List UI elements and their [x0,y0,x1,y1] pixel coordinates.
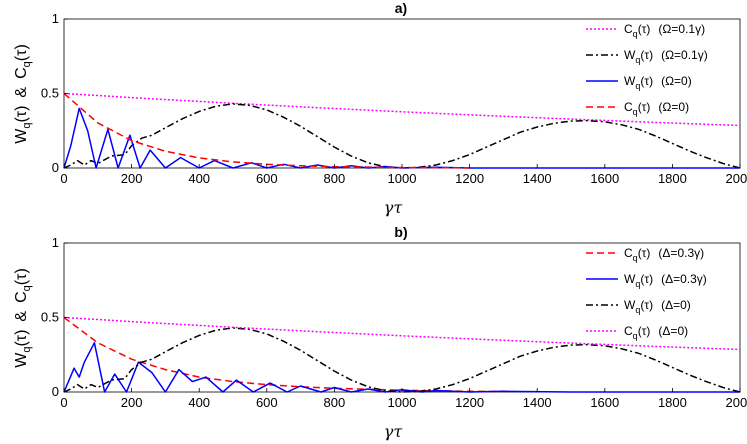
y-tick-label: 0 [52,160,59,175]
y-label-w-sub: q [21,347,33,353]
x-tick-label: 400 [188,395,210,410]
y-tick-label: 1 [52,235,59,250]
series-line [63,316,504,393]
y-label-c: C [13,291,30,303]
x-tick-label: 600 [256,171,278,186]
x-tick-label: 200 [121,171,143,186]
y-axis-label: Wq(τ)&Cq(τ) [13,44,33,144]
series-line [63,92,470,169]
x-tick-label: 200 [121,395,143,410]
panel-b: b) 0 200 400 600 800 1000 1200 1400 1600 1800 200 0… [13,224,747,441]
y-axis-label: Wq(τ)&Cq(τ) [13,268,33,368]
y-tick-label: 0.5 [41,310,59,325]
x-tick-label: 800 [324,395,346,410]
x-tick-label: 600 [256,395,278,410]
y-label-amp: & [13,311,30,322]
legend-label: Cq(τ) (Δ=0) [624,324,688,341]
x-axis-label: γτ [384,198,404,217]
x-tick-label: 1000 [388,395,417,410]
series-line [63,103,741,169]
legend-label: Wq(τ) (Ω=0) [624,74,692,91]
legend-label: Cq(τ) (Ω=0) [624,100,689,117]
series-line [63,107,740,169]
x-tick-label: 1400 [523,171,552,186]
series-line [63,92,741,127]
x-tick-label: 1600 [590,171,619,186]
legend: Cq(τ) (Ω=0.1γ) Wq(τ) (Ω=0.1γ) Wq(τ) (Ω=0) Cq(τ… [586,22,708,117]
y-tick-label: 1 [52,11,59,26]
x-tick-label: 0 [60,171,67,186]
y-label-w: W [13,352,30,368]
y-tick-label: 0.5 [41,86,59,101]
y-label-c-sub: q [21,61,33,67]
legend-label: Wq(τ) (Δ=0.3γ) [624,272,707,289]
x-tick-label: 1800 [658,171,687,186]
y-label-c-arg: (τ) [13,268,30,285]
y-label-c: C [13,67,30,79]
y-label-c-arg: (τ) [13,44,30,61]
series-layer [63,316,741,393]
panel-a: a) 0 200 400 600 800 1000 1200 1400 1600 1800 200 0… [13,0,747,217]
series-line [63,327,741,393]
x-axis-label: γτ [384,422,404,441]
y-label-w-arg: (τ) [13,106,30,123]
y-label-amp: & [13,87,30,98]
y-tick-label: 0 [52,384,59,399]
x-tick-label: 1000 [388,171,417,186]
y-label-w-arg: (τ) [13,330,30,347]
x-tick-label: 1200 [455,395,484,410]
x-tick-label: 1600 [590,395,619,410]
y-label-w-sub: q [21,123,33,129]
legend: Cq(τ) (Δ=0.3γ) Wq(τ) (Δ=0.3γ) Wq(τ) (Δ=0) Cq(τ… [586,246,707,341]
legend-label: Wq(τ) (Ω=0.1γ) [624,48,708,65]
y-label-w: W [13,128,30,144]
y-label-c-sub: q [21,285,33,291]
legend-label: Cq(τ) (Δ=0.3γ) [624,246,704,263]
legend-label: Wq(τ) (Δ=0) [624,298,691,315]
x-tick-label: 1200 [455,171,484,186]
x-tick-label: 800 [324,171,346,186]
x-tick-label: 400 [188,171,210,186]
series-line [63,342,740,393]
x-tick-label: 0 [60,395,67,410]
x-tick-label: 1400 [523,395,552,410]
plot-frame [63,18,741,169]
panel-title: b) [394,224,407,240]
legend-label: Cq(τ) (Ω=0.1γ) [624,22,705,39]
x-tick-label: 1800 [658,395,687,410]
panel-title: a) [395,0,407,16]
series-line [63,316,741,351]
